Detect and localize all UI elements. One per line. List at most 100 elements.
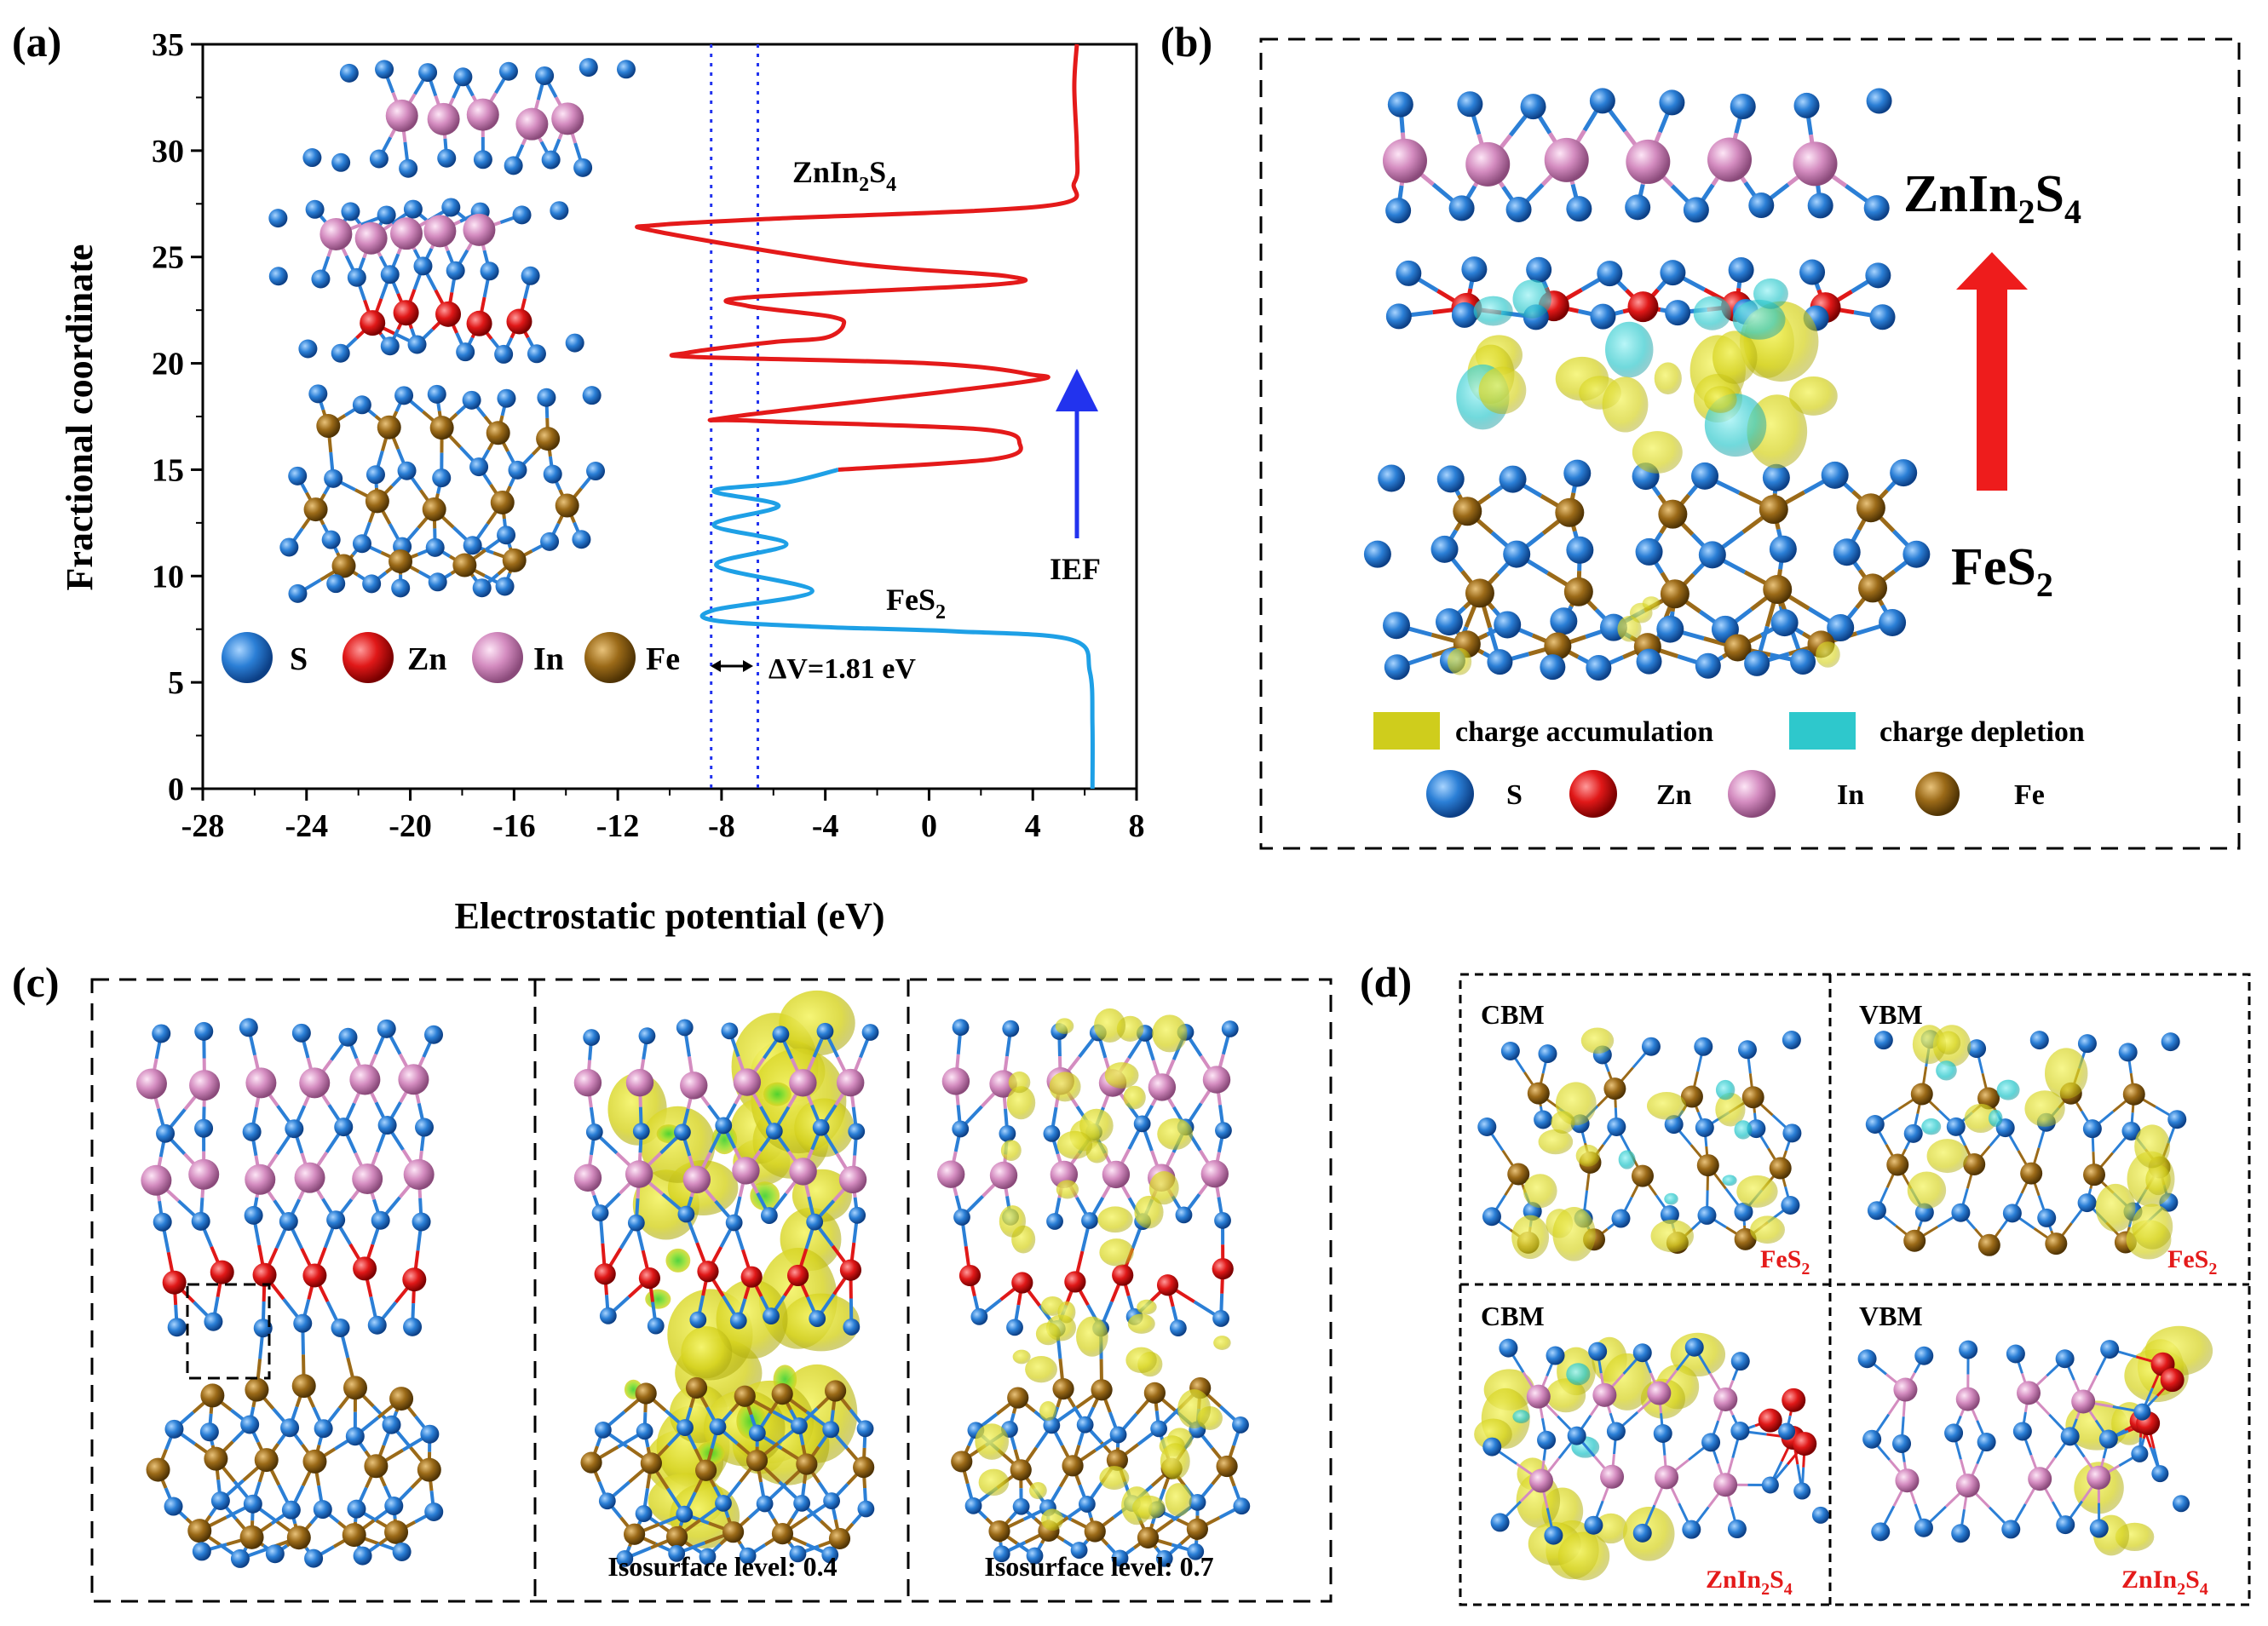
- isosurface-lobe: [1704, 386, 1737, 413]
- atom-S: [699, 1548, 717, 1566]
- atom-In: [188, 1158, 220, 1190]
- atom-S: [849, 1206, 866, 1224]
- atom-Fe: [1660, 579, 1689, 609]
- isosurface-lobe: [1512, 1410, 1530, 1424]
- atom-S: [635, 1505, 653, 1522]
- atom-S: [541, 150, 561, 169]
- atom-Fe: [665, 1525, 688, 1548]
- panel-c-frame: [90, 978, 1333, 1603]
- atom-Fe: [1007, 1387, 1029, 1409]
- atom-Fe: [303, 497, 328, 522]
- axis-ticks: -28 -24 -20 -16 -12 -8 -4 0 4 8 0 5 10 15 20 25 30 35: [152, 27, 1145, 844]
- zis-cbm-structure: [1474, 1332, 1829, 1581]
- isosurface-lobe: [1473, 296, 1513, 326]
- fes2-tag-cbm: FeS2: [1760, 1245, 1810, 1278]
- atom-S: [793, 1494, 811, 1512]
- atom-S: [281, 1500, 301, 1520]
- atom-S: [367, 1315, 387, 1335]
- atom-In: [625, 1068, 654, 1097]
- atom-S: [1461, 256, 1488, 283]
- atom-S: [1827, 614, 1855, 642]
- atom-S: [1727, 1520, 1747, 1539]
- cbm-label-top: CBM: [1481, 999, 1545, 1030]
- atom-S: [1499, 465, 1527, 493]
- isosurface-lobe: [763, 1082, 791, 1106]
- atom-S: [756, 1495, 774, 1513]
- isosurface-lobe: [1125, 1347, 1157, 1374]
- atom-S: [268, 209, 288, 228]
- isosurface-lobe: [1654, 362, 1682, 395]
- atom-S: [469, 457, 489, 477]
- atom-Fe: [486, 421, 510, 445]
- atom-S: [164, 1419, 184, 1439]
- atom-S: [394, 386, 414, 405]
- atom-S: [540, 531, 560, 551]
- atom-S: [2056, 1515, 2075, 1535]
- atom-S: [583, 1029, 601, 1046]
- atom-S: [412, 1212, 431, 1232]
- atom-Zn: [1758, 1408, 1782, 1433]
- atom-Fe: [291, 1374, 316, 1399]
- atom-S: [285, 1119, 304, 1139]
- atom-In: [1526, 1384, 1551, 1409]
- atom-Zn: [839, 1259, 862, 1281]
- legend-depletion-label: charge depletion: [1879, 716, 2085, 748]
- isosurface-lobe: [1936, 1060, 1957, 1081]
- panel-label-a: (a): [12, 18, 61, 66]
- atom-S: [437, 148, 457, 168]
- isosurface-lobe: [1732, 299, 1786, 340]
- isosurface-lobe: [1750, 1215, 1786, 1244]
- atom-S: [1728, 256, 1754, 283]
- atom-Fe: [200, 1383, 225, 1408]
- atom-In: [2028, 1467, 2052, 1491]
- atom-In: [936, 1160, 965, 1188]
- atom-In: [135, 1068, 167, 1100]
- atom-In: [1592, 1382, 1617, 1407]
- atom-Fe: [796, 1453, 818, 1475]
- atom-In: [1893, 1377, 1918, 1402]
- atom-S: [347, 1499, 366, 1519]
- atom-S: [192, 1542, 211, 1561]
- atom-Fe: [1759, 495, 1788, 525]
- atom-S: [1221, 1020, 1239, 1037]
- atom-Fe: [1903, 1229, 1926, 1252]
- series-FeS2: [699, 468, 1095, 790]
- isosurface-lobe: [2145, 1164, 2171, 1196]
- atom-S: [279, 537, 299, 557]
- atom-S: [2100, 1340, 2120, 1359]
- isosurface-lobe: [1736, 1175, 1778, 1208]
- isosurface-lobe: [1605, 321, 1654, 378]
- atom-S: [2151, 1465, 2169, 1483]
- atom-S: [1863, 195, 1890, 221]
- atom-S: [291, 1023, 311, 1043]
- atom-S: [392, 1542, 412, 1561]
- atom-S: [311, 269, 331, 289]
- atom-S: [338, 1027, 358, 1047]
- atom-Fe: [204, 1446, 228, 1471]
- atom-S: [1586, 655, 1612, 681]
- legend-fe-ball: [1915, 772, 1960, 816]
- atom-Fe: [1544, 632, 1572, 660]
- atom-S: [298, 339, 318, 359]
- atom-S: [268, 267, 288, 286]
- plain-structure: [135, 1018, 444, 1568]
- x-tick-label: 0: [921, 808, 937, 844]
- atom-S: [1656, 615, 1684, 643]
- atom-S: [1534, 1110, 1553, 1129]
- atom-In: [1465, 141, 1511, 187]
- atom-Fe: [2122, 1083, 2145, 1106]
- isosurface-lobe: [1816, 641, 1840, 668]
- atom-S: [380, 265, 400, 284]
- atom-In: [245, 1067, 277, 1099]
- atom-Fe: [1563, 577, 1593, 606]
- atom-S: [527, 344, 546, 364]
- atom-S: [1865, 1115, 1885, 1135]
- atom-S: [2089, 1519, 2109, 1538]
- atom-S: [242, 1122, 262, 1141]
- atom-S: [1782, 1123, 1802, 1143]
- atom-S: [1807, 192, 1833, 219]
- atom-S: [352, 534, 371, 554]
- legend-s-label: S: [290, 641, 308, 677]
- atom-S: [1902, 540, 1931, 568]
- atom-S: [462, 390, 481, 410]
